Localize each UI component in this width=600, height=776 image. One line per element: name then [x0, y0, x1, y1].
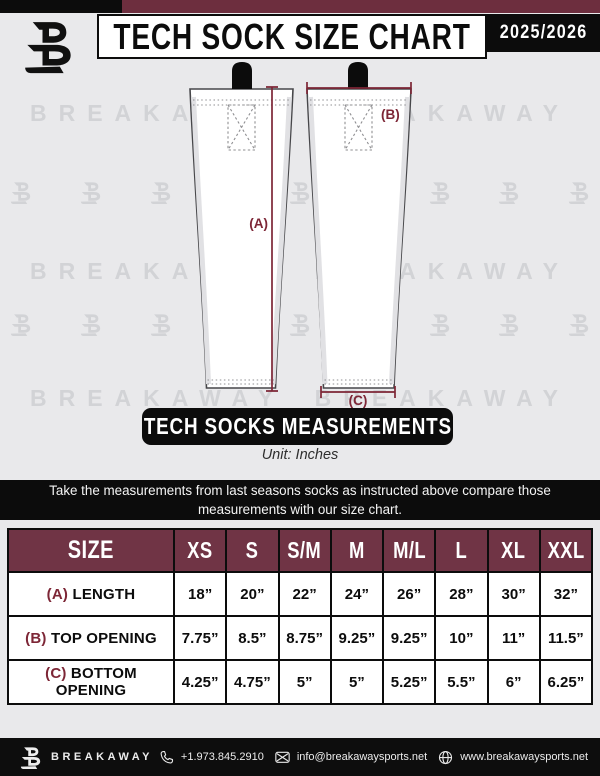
measure-label-b: (B) [381, 107, 400, 122]
phone-number: +1.973.845.2910 [180, 751, 264, 763]
size-value-cell: 7.75” [172, 615, 228, 661]
size-value-cell: 30” [486, 571, 541, 617]
row-label-prefix: (C) [45, 665, 67, 682]
top-accent-maroon [122, 0, 600, 13]
table-row: (A) LENGTH 18” 20” 22” 24” 26” 28” 30” 32” [7, 571, 594, 617]
sock-hanger-tab [232, 62, 252, 89]
size-value-cell: 9.25” [329, 615, 385, 661]
column-header-s: S [225, 528, 280, 573]
season-text: 2025/2026 [499, 22, 588, 43]
measurements-banner: TECH SOCKS MEASUREMENTS [142, 408, 453, 445]
row-label-prefix: (A) [46, 585, 69, 603]
column-header-xs: XS [172, 528, 228, 573]
measurement-line-a: (A) [249, 86, 278, 392]
row-label: (A) LENGTH [7, 571, 175, 617]
measure-label-a: (A) [249, 216, 268, 231]
left-sock [189, 62, 294, 389]
size-value-cell: 9.25” [381, 615, 437, 661]
row-label: (B) TOP OPENING [7, 615, 175, 661]
brand-name: BREAKAWAY [51, 751, 153, 763]
size-value-cell: 5.25” [381, 659, 437, 705]
size-column-header: SIZE [7, 528, 175, 573]
top-accent-black [0, 0, 122, 13]
instructions-line1: Take the measurements from last seasons … [49, 483, 551, 498]
column-header-m-l: M/L [381, 528, 437, 573]
row-label-text: LENGTH [68, 585, 136, 603]
measurements-banner-text: TECH SOCKS MEASUREMENTS [143, 413, 452, 439]
footer-contacts: +1.973.845.2910 info@breakawaysports.net… [159, 750, 588, 765]
website-url: www.breakawaysports.net [460, 751, 588, 763]
right-sock [306, 62, 412, 389]
size-value-cell: 8.75” [277, 615, 332, 661]
page-title-text: TECH SOCK SIZE CHART [113, 15, 471, 57]
footer: BREAKAWAY +1.973.845.2910 info@breakaway… [0, 738, 600, 776]
size-value-cell: 4.75” [225, 659, 280, 705]
size-value-cell: 8.5” [225, 615, 280, 661]
email-icon [275, 751, 290, 763]
sock-hanger-tab [348, 62, 368, 89]
phone-icon [160, 750, 173, 763]
size-table-body: (A) LENGTH 18” 20” 22” 24” 26” 28” 30” 32” (B) TO… [7, 571, 594, 705]
size-value-cell: 26” [381, 571, 437, 617]
size-value-cell: 32” [538, 571, 594, 617]
measurement-line-b: (B) [306, 82, 412, 122]
size-value-cell: 24” [329, 571, 385, 617]
instructions-line2: measurements with our size chart. [198, 502, 402, 517]
size-value-cell: 28” [434, 571, 489, 617]
instructions-bar: Take the measurements from last seasons … [0, 480, 600, 520]
size-value-cell: 20” [225, 571, 280, 617]
watermark-row: BREAKAWAY BREAKAWAY [0, 385, 600, 412]
column-header-xxl: XXL [538, 528, 594, 573]
season-badge: 2025/2026 [487, 14, 600, 52]
unit-label: Unit: Inches [261, 447, 339, 463]
column-header-s-m: S/M [277, 528, 332, 573]
size-value-cell: 10” [434, 615, 489, 661]
size-value-cell: 5” [329, 659, 385, 705]
breakaway-logo-small [20, 745, 42, 770]
size-value-cell: 11.5” [538, 615, 594, 661]
table-row: (B) TOP OPENING 7.75” 8.5” 8.75” 9.25” 9.25” 1… [7, 615, 594, 661]
header-row: SIZE XS S S/M M M/L L XL XXL [7, 528, 594, 573]
email-address: info@breakawaysports.net [296, 751, 428, 763]
measure-label-c: (C) [349, 393, 368, 408]
size-value-cell: 18” [172, 571, 228, 617]
column-header-xl: XL [486, 528, 541, 573]
size-value-cell: 6.25” [538, 659, 594, 705]
row-label: (C) BOTTOM OPENING [7, 659, 175, 705]
column-header-l: L [434, 528, 489, 573]
size-diagram: BREAKAWAY BREAKAWAY BREAKAWAY BREAKAWAY BREA… [0, 55, 600, 412]
size-value-cell: 6” [486, 659, 541, 705]
watermark-word: BREAKAWAY [314, 385, 570, 411]
page-title: TECH SOCK SIZE CHART [97, 14, 487, 59]
size-table-header: SIZE XS S S/M M M/L L XL XXL [7, 528, 594, 573]
sock-diagram-svg: (A) (B) (C) [189, 62, 412, 408]
size-value-cell: 4.25” [172, 659, 228, 705]
globe-icon [439, 750, 453, 764]
size-table: SIZE XS S S/M M M/L L XL XXL (A) LENGTH 18” 20” 22”… [7, 528, 594, 705]
row-label-text: BOTTOM OPENING [55, 665, 137, 699]
watermark-word: BREAKAWAY [30, 385, 286, 411]
size-value-cell: 22” [277, 571, 332, 617]
phone-item: +1.973.845.2910 [159, 750, 264, 765]
row-label-prefix: (B) [25, 629, 47, 647]
size-value-cell: 11” [486, 615, 541, 661]
table-row: (C) BOTTOM OPENING 4.25” 4.75” 5” 5” 5.25” 5.5… [7, 659, 594, 705]
footer-brand: BREAKAWAY [20, 745, 153, 770]
row-label-text: TOP OPENING [46, 629, 157, 647]
size-value-cell: 5.5” [434, 659, 489, 705]
size-value-cell: 5” [277, 659, 332, 705]
column-header-m: M [329, 528, 385, 573]
website-item: www.breakawaysports.net [438, 750, 588, 765]
measurement-line-c: (C) [320, 386, 396, 408]
email-item: info@breakawaysports.net [275, 750, 427, 765]
